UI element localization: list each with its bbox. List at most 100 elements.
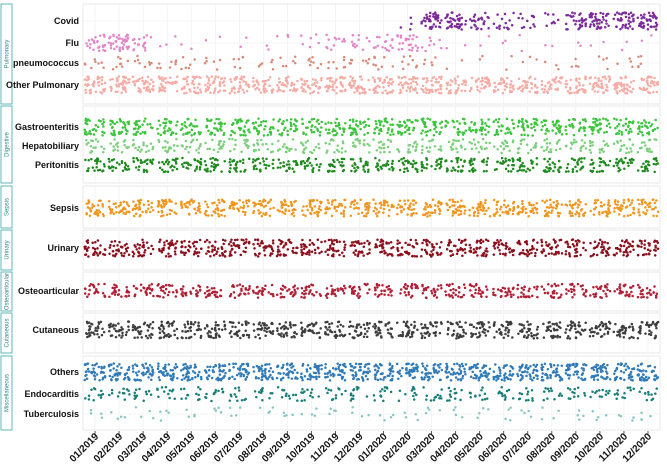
data-point-peritonitis [303,165,307,168]
data-point-gastroenteritis [468,126,471,129]
data-point-osteoarticular [113,283,116,286]
data-point-pneumococcus [316,66,320,70]
data-point-flu [432,43,436,46]
data-point-other-pulmonary [223,76,227,80]
data-point-gastroenteritis [389,123,392,127]
data-point-urinary [361,251,364,254]
data-point-peritonitis [210,161,214,164]
data-point-sepsis [520,210,524,214]
facet-strip-pulmonary [0,3,13,105]
data-point-urinary [91,241,94,244]
data-point-sepsis [262,212,265,215]
data-point-gastroenteritis [308,120,312,124]
data-point-peritonitis [292,170,296,174]
data-point-urinary [223,255,227,258]
data-point-gastroenteritis [319,131,322,134]
data-point-urinary [278,254,282,257]
data-point-gastroenteritis [412,128,415,132]
data-point-other-pulmonary [565,82,569,86]
data-point-urinary [396,242,399,245]
data-point-urinary [286,248,290,251]
data-point-covid [607,24,610,28]
data-point-other-pulmonary [329,85,332,88]
data-point-flu [245,36,248,39]
data-point-other-pulmonary [128,78,131,81]
data-point-other-pulmonary [628,85,631,89]
data-point-peritonitis [406,161,410,164]
data-point-gastroenteritis [429,129,432,132]
data-point-peritonitis [601,170,605,173]
data-point-peritonitis [196,159,199,163]
data-point-gastroenteritis [272,118,275,121]
data-point-hepatobiliary [534,141,538,145]
data-point-sepsis [284,200,287,203]
data-point-sepsis [214,208,217,211]
data-point-urinary [649,249,652,252]
data-point-urinary [323,240,327,243]
data-point-other-pulmonary [184,77,188,80]
data-point-peritonitis [580,160,583,164]
data-point-peritonitis [425,156,428,160]
data-point-gastroenteritis [545,127,549,131]
data-point-peritonitis [203,168,207,171]
data-point-covid [584,22,588,25]
data-point-sepsis [495,203,498,206]
data-point-other-pulmonary [110,87,113,90]
data-point-covid [546,13,550,16]
data-point-urinary [600,243,604,246]
data-point-covid [456,17,460,21]
data-point-gastroenteritis [314,125,317,129]
data-point-flu [239,45,242,49]
data-point-peritonitis [374,156,377,160]
data-point-gastroenteritis [186,117,189,121]
data-point-other-pulmonary [461,82,464,86]
data-point-osteoarticular [134,287,138,290]
data-point-urinary [545,243,548,247]
data-point-sepsis [372,198,375,202]
data-point-other-pulmonary [207,77,210,80]
data-point-other-pulmonary [488,84,491,88]
data-point-urinary [110,240,113,243]
data-point-other-pulmonary [199,90,203,94]
data-point-other-pulmonary [83,78,87,81]
data-point-sepsis [477,211,480,215]
data-point-flu [131,38,135,42]
data-point-other-pulmonary [596,83,600,87]
data-point-peritonitis [614,161,618,164]
data-point-other-pulmonary [186,75,189,79]
data-point-gastroenteritis [627,124,630,127]
data-point-urinary [479,238,483,242]
data-point-sepsis [604,210,607,213]
data-point-peritonitis [103,165,106,168]
data-point-osteoarticular [103,282,106,286]
data-point-gastroenteritis [651,129,655,133]
data-point-other-pulmonary [407,82,410,86]
data-point-gastroenteritis [317,122,321,125]
data-point-sepsis [158,200,161,204]
data-point-urinary [329,244,332,247]
data-point-peritonitis [173,165,176,169]
data-point-sepsis [528,201,531,204]
data-point-other-pulmonary [117,85,120,88]
data-point-flu [397,48,401,51]
data-point-urinary [616,247,620,251]
data-point-urinary [150,244,153,248]
data-point-gastroenteritis [343,127,346,131]
data-point-peritonitis [414,167,417,170]
data-point-sepsis [231,203,235,207]
data-point-gastroenteritis [400,133,403,136]
data-point-other-pulmonary [477,77,480,81]
data-point-urinary [547,252,551,256]
data-point-urinary [620,244,623,248]
data-point-sepsis [606,215,609,218]
data-point-other-pulmonary [359,75,363,78]
data-point-urinary [160,250,163,253]
data-point-urinary [197,251,201,254]
data-point-hepatobiliary [433,144,437,148]
data-point-peritonitis [472,166,475,170]
data-point-sepsis [487,206,490,210]
data-point-gastroenteritis [598,118,601,121]
data-point-other-pulmonary [146,75,150,79]
data-point-covid [573,12,576,15]
data-point-sepsis [110,208,114,211]
